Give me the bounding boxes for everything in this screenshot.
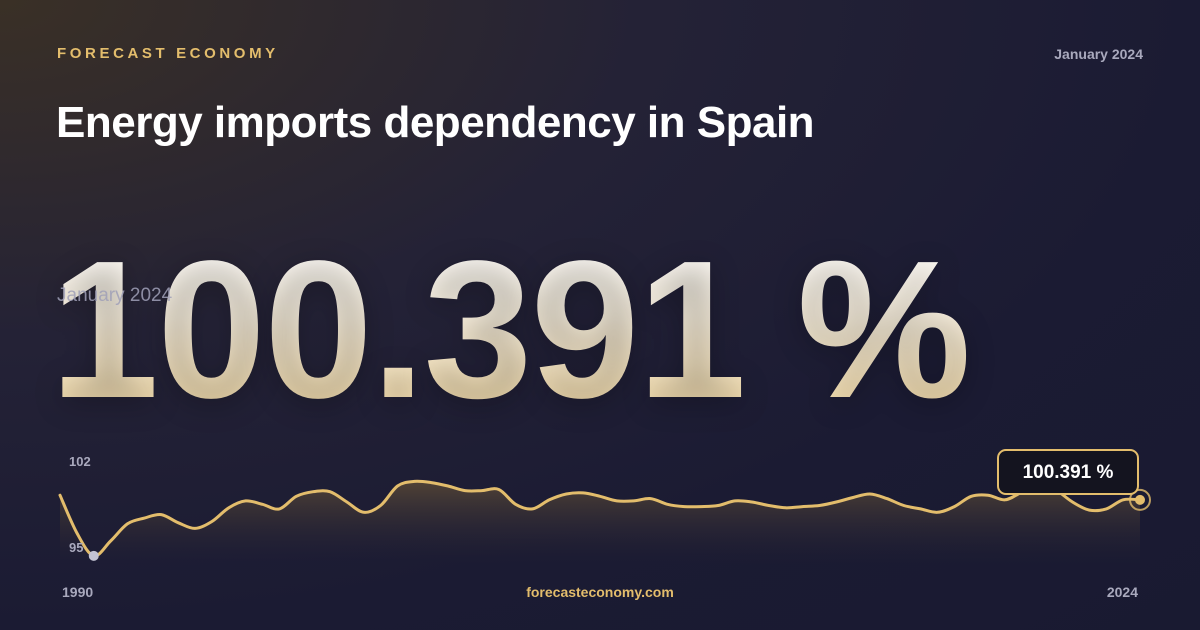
site-link[interactable]: forecasteconomy.com [526,584,674,600]
y-axis-label-max: 102 [69,454,91,469]
brand-label: FORECAST ECONOMY [57,45,279,62]
current-value-callout [997,449,1139,495]
x-axis-start-label: 1990 [62,584,94,600]
page-title: Energy imports dependency in Spain [56,98,815,147]
date-label: January 2024 [1054,46,1143,62]
value-date-label: January 2024 [57,285,173,306]
current-value-label: 100.391 % [1023,462,1114,483]
current-point-marker [1135,494,1145,505]
headline-value: 100.391 % [50,220,971,439]
current-point-ring [1129,488,1151,511]
trend-chart: 10295101100.391 % [58,449,1151,564]
chart-line [58,478,1142,558]
min-point-marker [88,550,99,561]
chart-area [60,480,1140,564]
y-axis-label-min: 95 [69,540,83,555]
x-axis-end-label: 2024 [1106,584,1138,600]
